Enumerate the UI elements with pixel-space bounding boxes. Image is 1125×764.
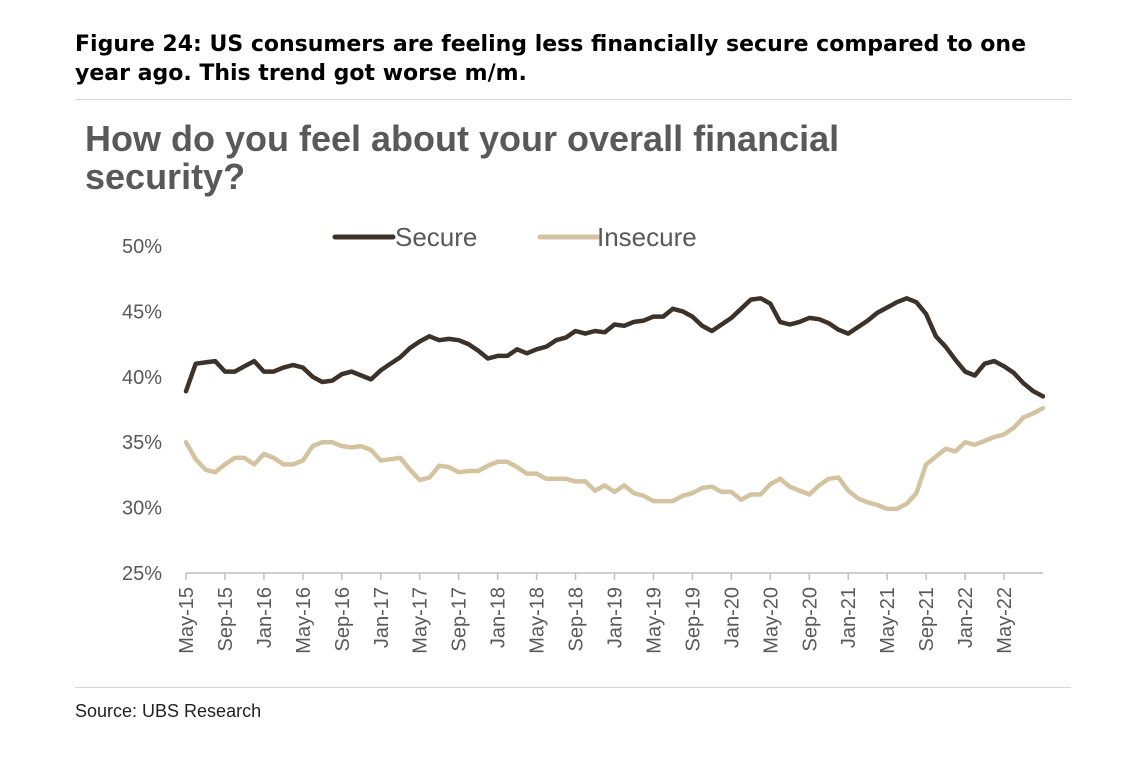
x-tick-label: Jan-21 (838, 587, 860, 648)
x-tick-label: Jan-20 (721, 587, 743, 648)
legend: Secure Insecure (332, 222, 697, 252)
x-tick-label: May-22 (994, 587, 1016, 654)
x-tick-label: Sep-19 (682, 587, 704, 652)
x-tick-label: May-19 (643, 587, 665, 654)
y-tick-label: 40% (122, 367, 162, 389)
x-tick-label: May-20 (760, 587, 782, 654)
x-tick-label: May-18 (527, 587, 549, 654)
source-note: Source: UBS Research (75, 701, 262, 721)
y-tick-label: 45% (122, 301, 162, 323)
x-tick-label: Sep-17 (449, 587, 471, 652)
x-tick-label: Sep-16 (332, 587, 354, 652)
y-tick-label: 35% (122, 432, 162, 454)
x-tick-label: May-15 (176, 587, 198, 654)
x-tick-label: Sep-20 (799, 587, 821, 652)
x-tick-label: Jan-19 (605, 587, 627, 648)
series-lines (183, 296, 1046, 512)
x-tick-label: Sep-21 (916, 587, 938, 652)
bottom-divider (75, 687, 1071, 688)
top-divider (75, 99, 1071, 100)
y-tick-label: 30% (122, 498, 162, 520)
x-tick-label: Jan-22 (955, 587, 977, 648)
chart-title: How do you feel about your overall finan… (85, 118, 840, 197)
x-tick-label: Sep-18 (566, 587, 588, 652)
x-tick-label: May-21 (877, 587, 899, 654)
x-tick-label: Jan-18 (488, 587, 510, 648)
x-tick-label: May-17 (410, 587, 432, 654)
x-tick-label: Jan-16 (254, 587, 276, 648)
x-tick-label: May-16 (293, 587, 315, 654)
x-tick-label: Jan-17 (371, 587, 393, 648)
y-tick-label: 50% (122, 236, 162, 258)
y-axis: 25% 30% 35% 40% 45% 50% (122, 236, 162, 585)
legend-label-secure: Secure (395, 222, 477, 252)
y-tick-label: 25% (122, 563, 162, 585)
legend-label-insecure: Insecure (597, 222, 697, 252)
series-line-secure (183, 296, 1046, 399)
x-tick-label: Sep-15 (215, 587, 237, 652)
x-axis: May-15 Sep-15 Jan-16 May-16 Sep-16 Jan-17 May-… (176, 572, 1043, 654)
figure-title: Figure 24: US consumers are feeling less… (75, 32, 1026, 86)
series-line-insecure (183, 405, 1046, 512)
